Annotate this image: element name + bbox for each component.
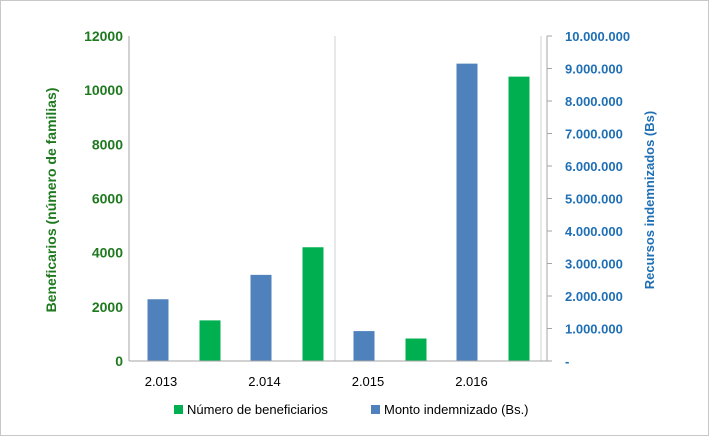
bar-monto bbox=[353, 331, 375, 361]
left-tick-label: 10000 bbox=[84, 82, 123, 98]
grid-lines bbox=[128, 36, 542, 361]
legend-label-beneficiarios: Número de beneficiarios bbox=[187, 402, 328, 417]
x-tick-label: 2.015 bbox=[352, 374, 385, 389]
bar-beneficiarios bbox=[302, 247, 324, 361]
legend-swatch-monto bbox=[371, 405, 380, 414]
right-tick-label: 7.000.000 bbox=[565, 127, 623, 142]
x-axis-ticks: 2.013 2.014 2.015 2.016 bbox=[145, 374, 488, 389]
right-tick-label: 2.000.000 bbox=[565, 289, 623, 304]
right-tick-label: 4.000.000 bbox=[565, 224, 623, 239]
right-tick-label: 9.000.000 bbox=[565, 62, 623, 77]
left-tick-label: 4000 bbox=[92, 245, 123, 261]
x-tick-label: 2.016 bbox=[455, 374, 488, 389]
axes bbox=[128, 36, 548, 362]
bars bbox=[147, 63, 530, 361]
right-axis-ticks: - 1.000.000 2.000.000 3.000.000 4.000.000 5.0… bbox=[547, 29, 630, 369]
bar-monto bbox=[147, 299, 169, 361]
bar-beneficiarios bbox=[199, 320, 221, 361]
left-tick-label: 12000 bbox=[84, 28, 123, 44]
right-tick-label: 5.000.000 bbox=[565, 192, 623, 207]
left-tick-label: 0 bbox=[115, 353, 123, 369]
left-tick-label: 8000 bbox=[92, 136, 123, 152]
right-tick-label: 8.000.000 bbox=[565, 94, 623, 109]
left-axis-ticks: 0 2000 4000 6000 8000 10000 12000 bbox=[84, 28, 123, 369]
left-axis-title: Beneficarios (número de familias) bbox=[43, 88, 59, 313]
bar-monto bbox=[250, 274, 272, 361]
right-tick-label: 10.000.000 bbox=[565, 29, 630, 44]
right-tick-label: 6.000.000 bbox=[565, 159, 623, 174]
bar-beneficiarios bbox=[405, 338, 427, 361]
x-tick-label: 2.013 bbox=[145, 374, 178, 389]
right-tick-label: 3.000.000 bbox=[565, 257, 623, 272]
right-tick-label: - bbox=[565, 354, 569, 369]
right-axis-title: Recursos indemnizados (Bs) bbox=[642, 111, 657, 289]
left-tick-label: 6000 bbox=[92, 191, 123, 207]
legend-label-monto: Monto indemnizado (Bs.) bbox=[384, 402, 529, 417]
legend: Número de beneficiarios Monto indemnizad… bbox=[174, 402, 529, 417]
right-tick-label: 1.000.000 bbox=[565, 322, 623, 337]
legend-swatch-beneficiarios bbox=[174, 405, 183, 414]
left-tick-label: 2000 bbox=[92, 299, 123, 315]
bar-monto bbox=[456, 63, 478, 361]
x-tick-label: 2.014 bbox=[248, 374, 281, 389]
bar-beneficiarios bbox=[508, 76, 530, 361]
